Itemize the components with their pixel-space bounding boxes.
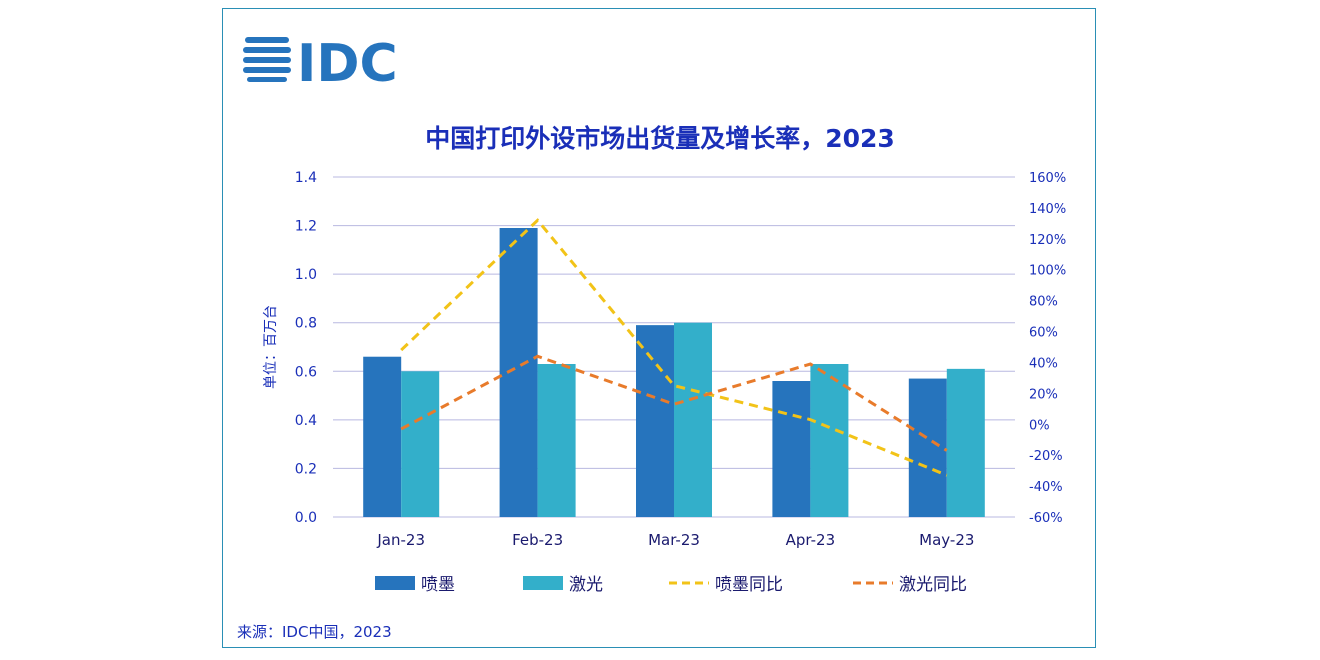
bar-inkjet [908,378,947,517]
yoy-lines [400,218,948,477]
bar-laser [401,371,440,517]
bar-laser [810,364,849,517]
y2-tick-label: -40% [1029,480,1063,495]
y2-tick-label: 120% [1029,233,1066,248]
y2-tick-label: 60% [1029,326,1058,341]
x-tick-label: Jan-23 [376,531,425,549]
inkjet-yoy-line [400,218,948,477]
y2-tick-label: 160% [1029,171,1066,186]
legend-label: 喷墨 [421,575,455,595]
legend-label: 激光 [569,575,603,595]
y2-tick-label: 140% [1029,202,1066,217]
x-tick-label: Feb-23 [512,531,563,549]
bars [363,228,985,517]
y-tick-label: 0.8 [295,316,317,332]
y-tick-label: 0.2 [295,461,317,477]
axis-labels: 0.0 0.2 0.4 0.6 0.8 1.0 1.2 1.4 -60% -40% -20% 0% 20… [263,170,1066,549]
y-tick-label: 1.2 [295,219,317,235]
x-tick-label: Apr-23 [786,531,836,549]
bar-inkjet [772,381,811,517]
legend-swatch [375,576,415,590]
chart-frame: IDC 中国打印外设市场出货量及增长率，2023 0.0 0.2 0.4 0.6 0.8… [222,8,1096,648]
y-tick-label: 0.6 [295,364,317,380]
chart-area: 0.0 0.2 0.4 0.6 0.8 1.0 1.2 1.4 -60% -40% -20% 0% 20… [263,170,1066,595]
bar-inkjet [499,228,538,517]
bar-laser [674,322,712,517]
idc-logo: IDC [243,34,398,89]
x-tick-label: Mar-23 [648,531,700,549]
bar-laser [946,368,985,517]
y-tick-label: 0.4 [295,413,317,429]
logo-text: IDC [297,34,398,89]
bar-inkjet [363,356,402,517]
chart-title: 中国打印外设市场出货量及增长率，2023 [425,124,895,153]
legend-label: 喷墨同比 [715,575,783,595]
x-tick-label: May-23 [919,531,974,549]
y2-tick-label: 20% [1029,387,1058,402]
y-tick-label: 1.0 [295,267,317,283]
y-tick-label: 1.4 [295,170,317,186]
legend-swatch [523,576,563,590]
y2-tick-label: 40% [1029,356,1058,371]
bar-laser [537,364,576,517]
bar-inkjet [636,325,674,517]
y2-tick-label: 100% [1029,264,1066,279]
legend-label: 激光同比 [899,575,967,595]
laser-yoy-line [400,354,948,452]
legend: 喷墨 激光 喷墨同比 激光同比 [375,575,967,595]
y2-tick-label: 0% [1029,418,1050,433]
y2-tick-label: 80% [1029,295,1058,310]
y-tick-label: 0.0 [295,510,317,526]
y2-tick-label: -60% [1029,511,1063,526]
y2-tick-label: -20% [1029,449,1063,464]
y-axis-label: 单位：百万台 [263,305,279,389]
source-note: 来源：IDC中国，2023 [237,623,392,641]
